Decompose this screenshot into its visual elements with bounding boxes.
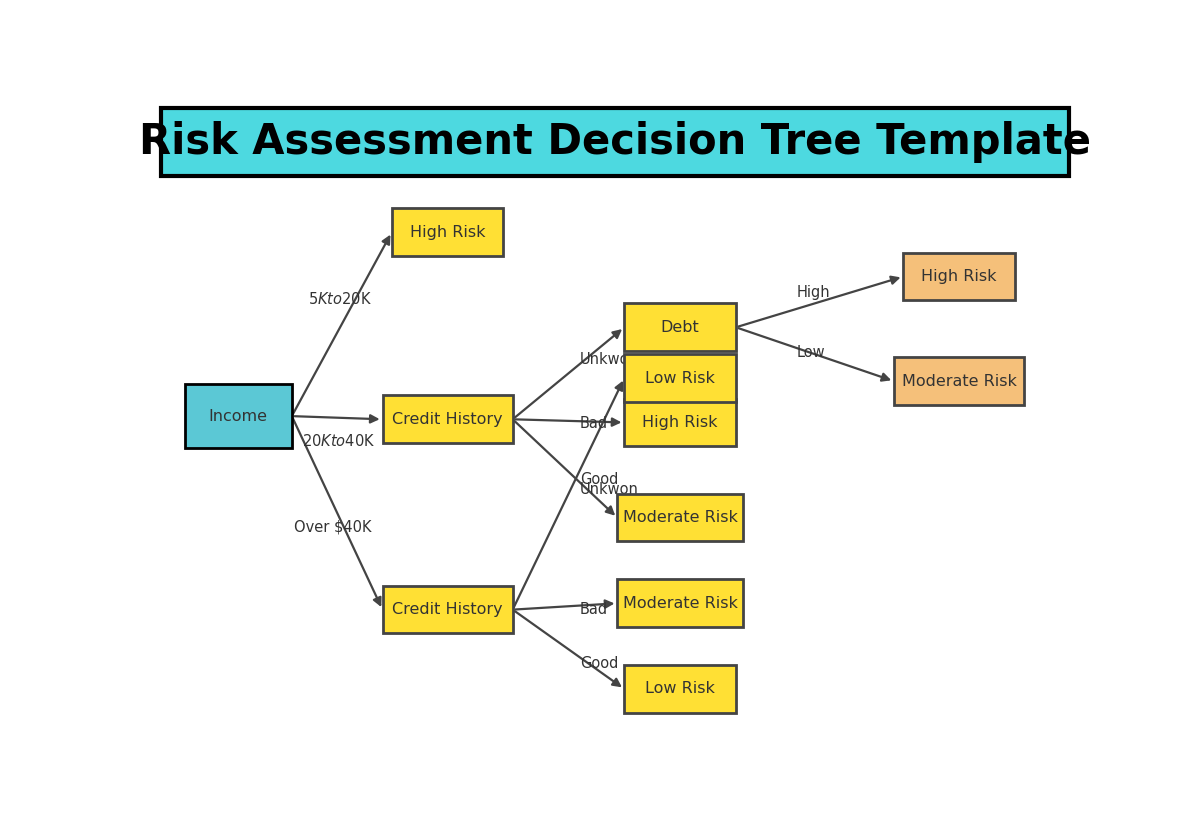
Text: Credit History: Credit History xyxy=(392,412,503,427)
FancyBboxPatch shape xyxy=(617,494,743,541)
Text: High Risk: High Risk xyxy=(922,269,997,284)
Text: Low: Low xyxy=(797,345,824,360)
Text: High Risk: High Risk xyxy=(410,225,485,240)
Text: Debt: Debt xyxy=(661,320,700,335)
Text: Moderate Risk: Moderate Risk xyxy=(901,374,1016,389)
FancyBboxPatch shape xyxy=(185,384,292,448)
Text: Moderate Risk: Moderate Risk xyxy=(623,596,738,611)
FancyBboxPatch shape xyxy=(904,253,1015,300)
FancyBboxPatch shape xyxy=(161,108,1069,176)
Text: $5K to $20K: $5K to $20K xyxy=(308,291,372,307)
Text: Low Risk: Low Risk xyxy=(646,371,715,386)
FancyBboxPatch shape xyxy=(624,354,736,402)
Text: Good: Good xyxy=(580,656,618,671)
FancyBboxPatch shape xyxy=(624,399,736,447)
Text: Unkwon: Unkwon xyxy=(580,481,638,497)
FancyBboxPatch shape xyxy=(624,303,736,351)
FancyBboxPatch shape xyxy=(391,208,504,256)
FancyBboxPatch shape xyxy=(624,665,736,713)
Text: Bad: Bad xyxy=(580,416,607,431)
FancyBboxPatch shape xyxy=(894,358,1025,405)
Text: Risk Assessment Decision Tree Template: Risk Assessment Decision Tree Template xyxy=(139,121,1091,163)
Text: $20K to $40K: $20K to $40K xyxy=(301,433,374,450)
Text: Over $40K: Over $40K xyxy=(294,520,372,535)
Text: Low Risk: Low Risk xyxy=(646,681,715,696)
Text: Moderate Risk: Moderate Risk xyxy=(623,510,738,525)
FancyBboxPatch shape xyxy=(383,396,512,443)
Text: Income: Income xyxy=(209,409,268,424)
Text: Good: Good xyxy=(580,472,618,487)
FancyBboxPatch shape xyxy=(383,586,512,634)
FancyBboxPatch shape xyxy=(617,579,743,627)
Text: Unkwon: Unkwon xyxy=(580,352,638,367)
Text: Bad: Bad xyxy=(580,602,607,617)
Text: High Risk: High Risk xyxy=(642,415,718,430)
Text: Credit History: Credit History xyxy=(392,602,503,617)
Text: High: High xyxy=(797,285,830,300)
